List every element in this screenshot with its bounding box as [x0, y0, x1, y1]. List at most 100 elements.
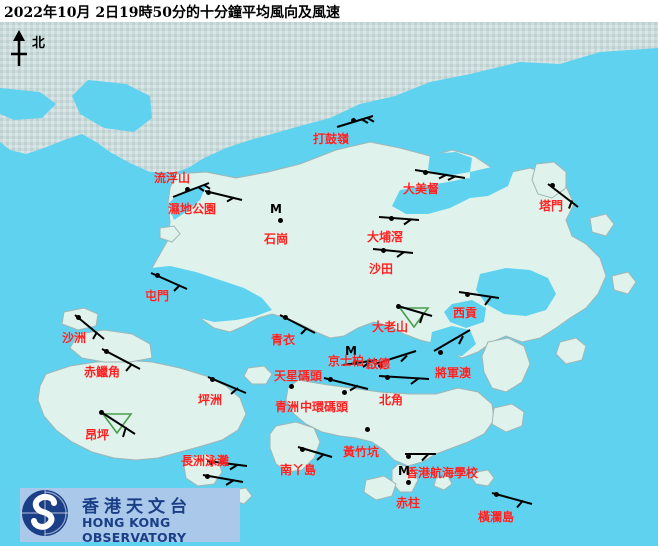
station-label: 赤鱲角 [84, 365, 121, 379]
wind-barb-icon [100, 411, 136, 438]
station-label: 沙洲 [62, 331, 87, 345]
station-dot [423, 170, 428, 175]
station-dot [378, 363, 383, 368]
station-dot [351, 118, 356, 123]
mainland-inlet [72, 80, 152, 132]
station-label: 香港航海學校 [406, 466, 479, 480]
station-label: 將軍澳 [435, 366, 472, 380]
station-dot [209, 460, 214, 465]
chek-lap-kok-land [69, 329, 153, 363]
station-dot [99, 410, 104, 415]
calm-wind-marker: M [345, 344, 357, 358]
po-toi-land [363, 475, 397, 501]
calm-wind-marker: M [270, 202, 282, 216]
wind-barb-icon [433, 329, 471, 352]
wind-barb-icon [397, 305, 433, 324]
outer-island-small-5 [611, 271, 637, 295]
station-label: 赤柱 [396, 496, 421, 510]
mainland-inlet-2 [0, 88, 56, 120]
station-dot [406, 454, 411, 459]
station-label: 北角 [379, 393, 404, 407]
wind-barb-icon [378, 216, 420, 226]
station-dot [494, 492, 499, 497]
station-dot [185, 187, 190, 192]
mainland-china-area [0, 22, 658, 172]
station-dot [438, 350, 443, 355]
station-label: 坪洲 [198, 393, 223, 407]
lantau-island-land [37, 359, 247, 461]
lamma-island-land [269, 421, 321, 473]
station-dot [365, 427, 370, 432]
station-label: 中環碼頭 [300, 400, 349, 414]
wind-barb-icon [372, 248, 414, 258]
station-label: 塔門 [539, 199, 564, 213]
station-label: 橫瀾島 [478, 510, 515, 524]
basemap-geography [0, 22, 658, 546]
station-dot [289, 384, 294, 389]
station-dot [328, 377, 333, 382]
station-dot [342, 390, 347, 395]
outer-island-small-2 [433, 475, 453, 491]
station-dot [406, 480, 411, 485]
station-label: 屯門 [145, 289, 170, 303]
clearwater-bay-land [481, 337, 531, 393]
north-arrow: 北 [6, 28, 56, 70]
logo-chinese-text: 香港天文台 [82, 497, 192, 517]
station-label: 昂坪 [85, 428, 110, 442]
wind-barb-icon [374, 350, 417, 365]
station-dot [353, 360, 358, 365]
tolo-harbour-water [392, 178, 482, 214]
station-dot [76, 315, 81, 320]
north-arrow-icon [11, 30, 27, 66]
waglan-island-land [471, 469, 495, 487]
station-dot [104, 349, 109, 354]
station-label: 青衣 [271, 333, 296, 347]
station-label: 濕地公園 [168, 202, 217, 216]
station-dot [205, 474, 210, 479]
stanley-peninsula-land [391, 463, 419, 493]
station-label: 啟德 [366, 357, 391, 371]
page-title: 2022年10月 2日19時50分的十分鐘平均風向及風速 [4, 5, 341, 21]
station-label: 大埔滘 [367, 230, 404, 244]
station-dot [465, 292, 470, 297]
station-dot [381, 248, 386, 253]
station-dot [210, 377, 215, 382]
station-dot [206, 190, 211, 195]
station-label: 沙田 [369, 262, 394, 276]
station-label: 大美督 [403, 182, 440, 196]
outer-island-small-4 [589, 213, 615, 237]
station-dot [389, 216, 394, 221]
north-label: 北 [32, 36, 46, 51]
station-label: 西貢 [453, 306, 478, 320]
map-canvas[interactable]: 北 打鼓嶺 流浮山 濕地公園 M 石崗 大美督 塔門 大埔滘 沙田 屯門 大老山 西貢 青衣 沙洲 赤鱲角 M… [0, 22, 658, 546]
station-label: 京士柏 [328, 354, 365, 368]
station-label: 石崗 [264, 232, 289, 246]
inner-port-shelter [444, 300, 486, 328]
station-label: 長洲泳灘 [181, 454, 230, 468]
sai-kung-water [476, 268, 556, 316]
calm-wind-marker: M [398, 464, 410, 478]
wind-barb-icon [342, 359, 378, 368]
wind-barb-icon [204, 190, 243, 203]
tung-lung-land [491, 403, 525, 433]
station-label: 天星碼頭 [274, 369, 323, 383]
station-label: 大老山 [372, 320, 409, 334]
plover-cove-water [428, 152, 472, 176]
station-label: 南丫島 [280, 463, 317, 477]
station-dot [385, 375, 390, 380]
station-dot [283, 315, 288, 320]
station-dot [155, 273, 160, 278]
station-label: 流浮山 [154, 171, 191, 185]
station-dot [278, 218, 283, 223]
ninepin-group-land [555, 337, 587, 365]
station-label: 青洲 [275, 400, 300, 414]
hko-circle-s-icon [22, 490, 68, 536]
tolo-channel-water [470, 166, 514, 198]
wind-barb-icon [172, 182, 211, 198]
outer-island-small-3 [159, 225, 181, 243]
peng-chau-land [243, 365, 273, 385]
gale-triangle-icon [101, 413, 133, 434]
logo-english-text: HONG KONG OBSERVATORY [82, 515, 187, 545]
tuen-mun-bay [148, 266, 272, 322]
